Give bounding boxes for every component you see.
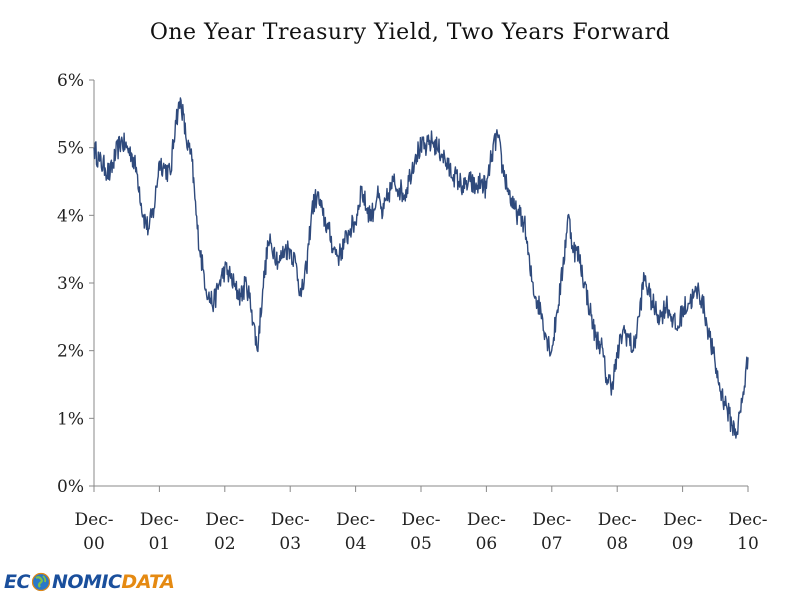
x-tick-label: Dec-06: [467, 510, 506, 554]
y-tick-label: 5%: [57, 139, 84, 159]
x-tick-label: Dec-04: [336, 510, 375, 554]
logo-text-data: DATA: [121, 571, 175, 593]
economicdata-logo: EC NOMIC DATA: [4, 567, 175, 597]
y-tick-label: 2%: [57, 342, 84, 362]
y-tick-label: 6%: [57, 71, 84, 91]
y-tick-label: 3%: [57, 274, 84, 294]
chart-axes: [89, 79, 749, 492]
x-tick-label: Dec-05: [402, 510, 441, 554]
x-tick-label: Dec-09: [663, 510, 702, 554]
x-tick-label: Dec-10: [729, 510, 768, 554]
y-tick-labels: 0% 1% 2% 3% 4% 5% 6%: [57, 71, 84, 497]
y-tick-label: 4%: [57, 206, 84, 226]
x-tick-label: Dec-00: [75, 510, 114, 554]
globe-icon: [31, 572, 51, 592]
y-tick-label: 1%: [57, 409, 84, 429]
x-tick-label: Dec-03: [271, 510, 310, 554]
chart-title: One Year Treasury Yield, Two Years Forwa…: [149, 20, 671, 45]
x-tick-label: Dec-08: [598, 510, 637, 554]
x-tick-label: Dec-07: [532, 510, 571, 554]
series-line: [93, 97, 749, 439]
y-tick-label: 0%: [57, 477, 84, 497]
x-tick-label: Dec-01: [140, 510, 179, 554]
logo-text-ec: EC: [4, 571, 30, 593]
x-tick-label: Dec-02: [205, 510, 244, 554]
logo-text-nomic: NOMIC: [51, 571, 122, 593]
x-tick-labels: Dec-00 Dec-01 Dec-02 Dec-03 Dec-04 Dec-05 Dec-…: [75, 510, 768, 554]
